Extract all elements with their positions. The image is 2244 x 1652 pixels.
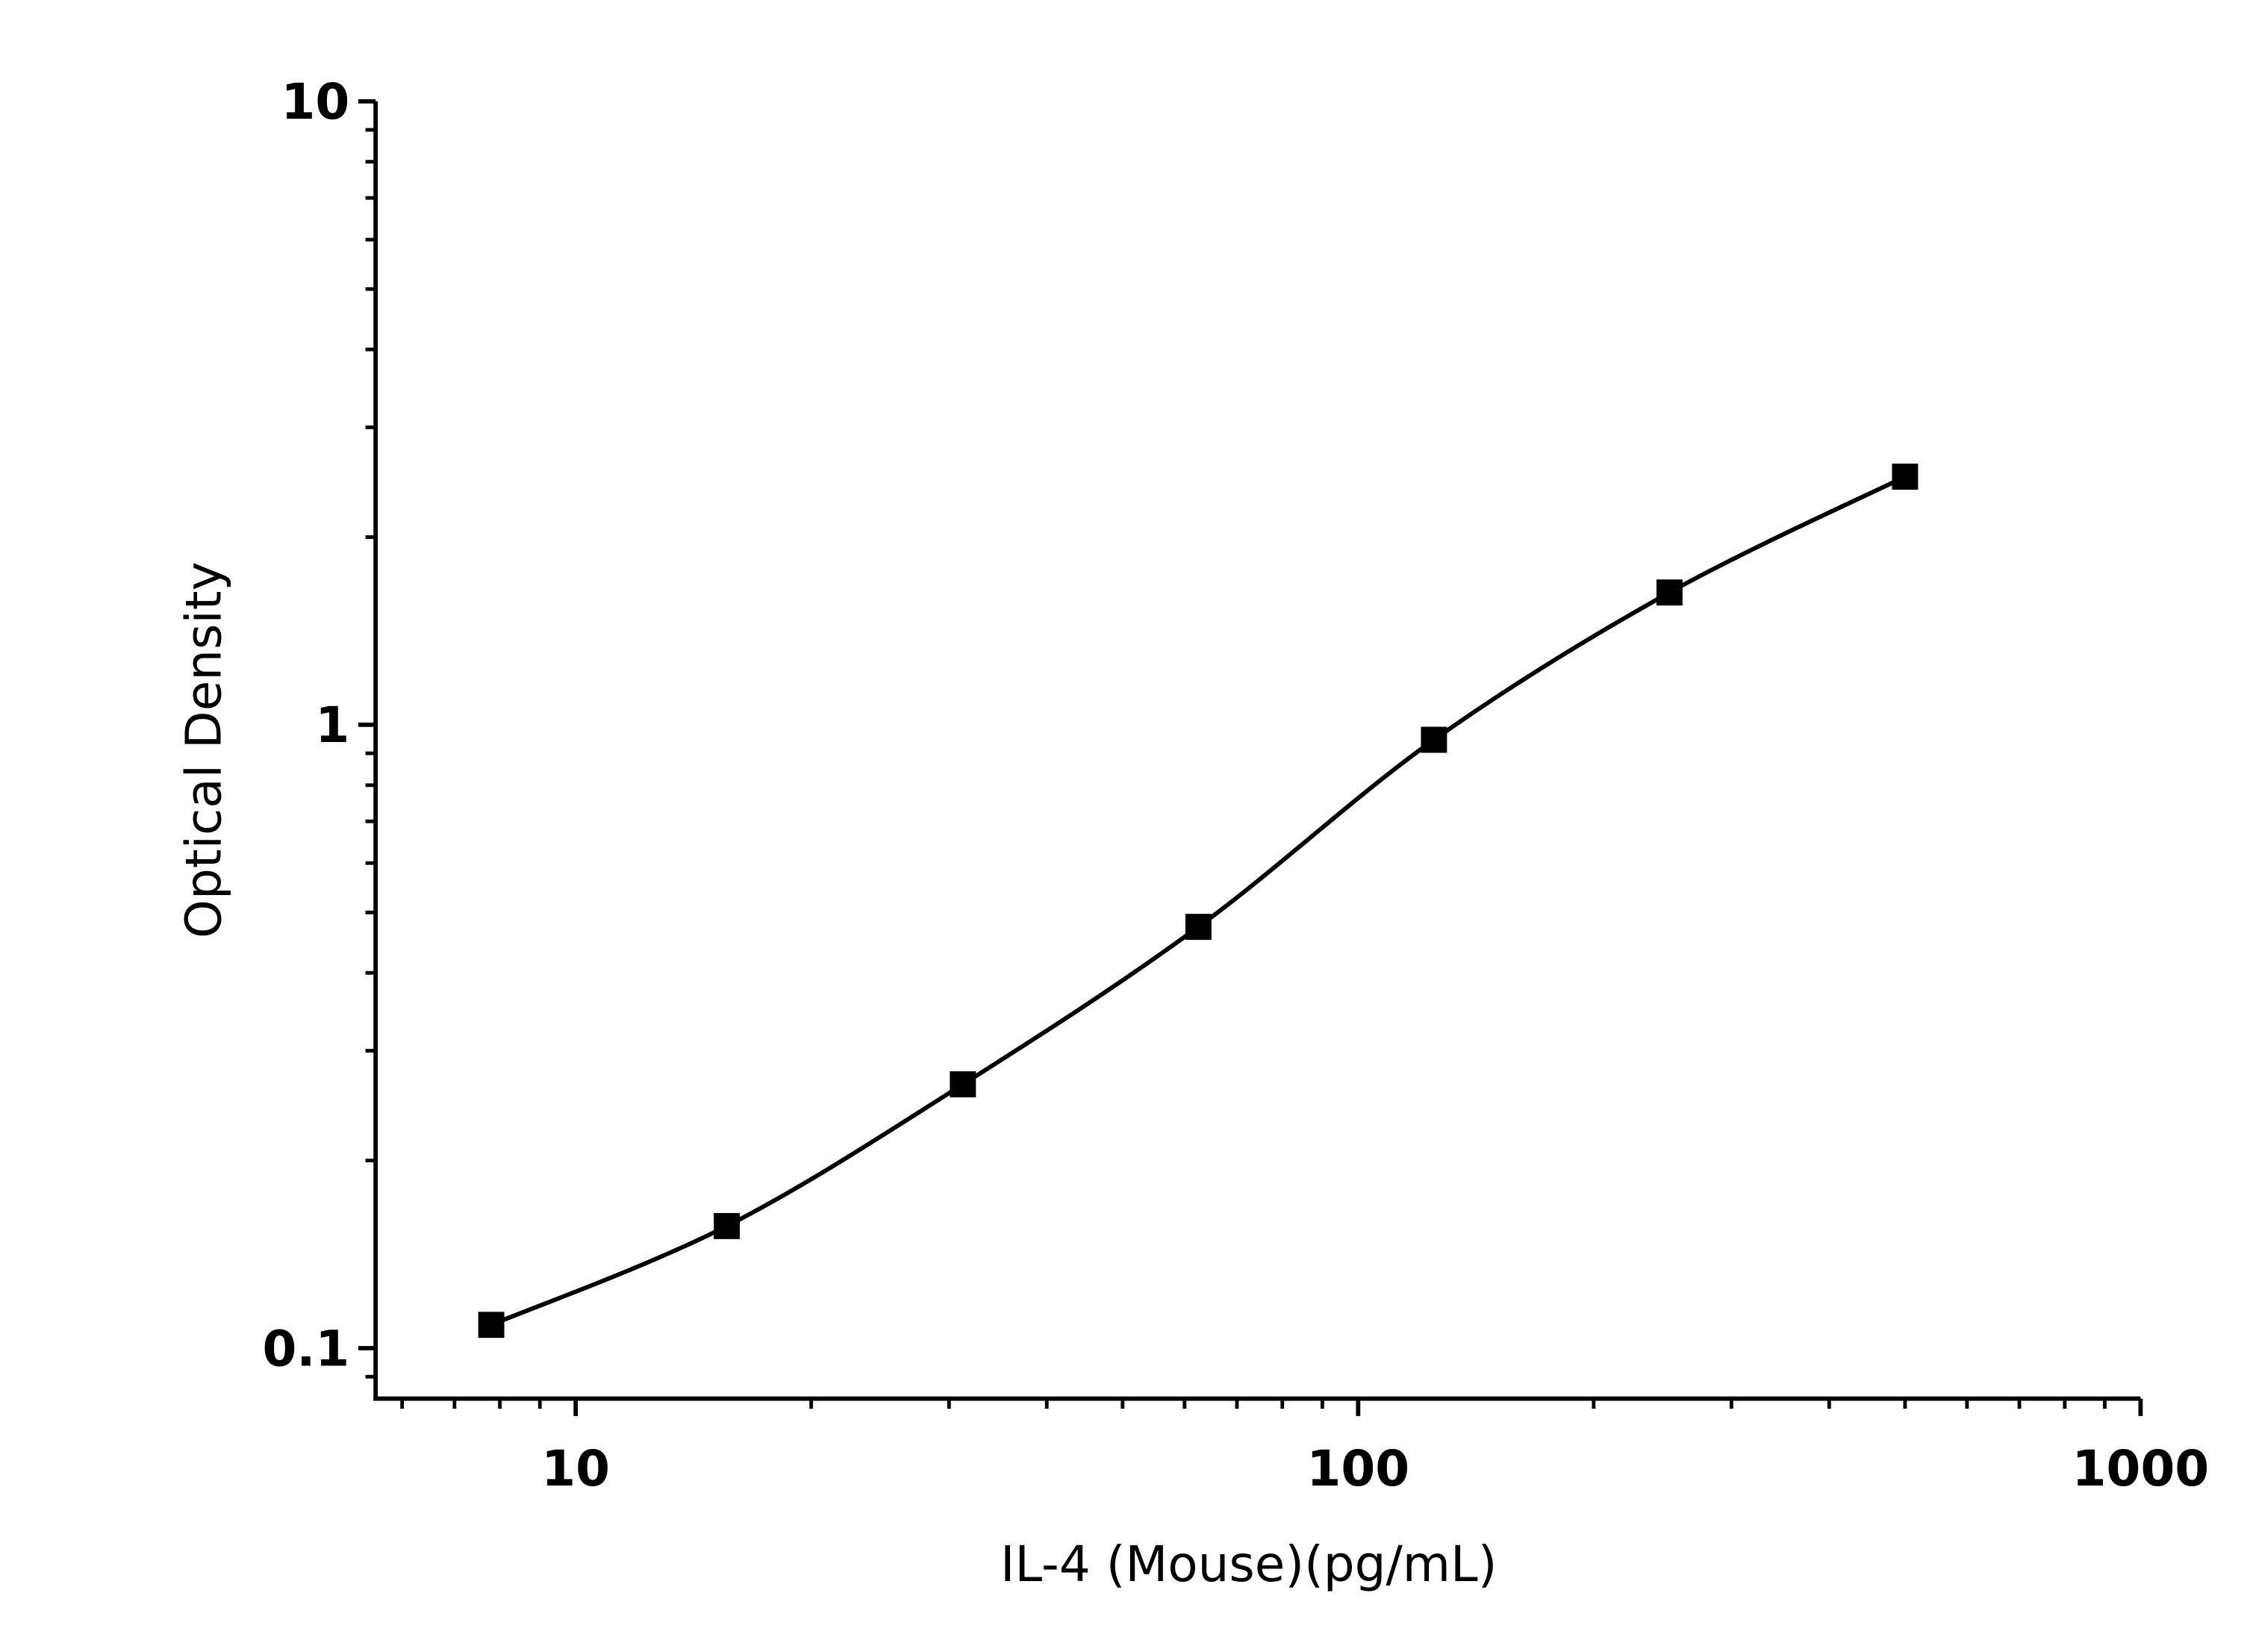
y-tick-label: 1 bbox=[315, 696, 349, 754]
y-axis-title: Optical Density bbox=[175, 561, 233, 938]
x-tick-label: 10 bbox=[541, 1440, 610, 1497]
data-point bbox=[1421, 726, 1447, 753]
y-tick-label: 10 bbox=[281, 73, 349, 131]
data-point bbox=[714, 1212, 741, 1239]
data-point bbox=[1656, 579, 1683, 606]
y-tick-label: 0.1 bbox=[262, 1320, 349, 1377]
x-axis-title: IL-4 (Mouse)(pg/mL) bbox=[1000, 1536, 1497, 1593]
data-point bbox=[1185, 914, 1212, 941]
fit-curve bbox=[490, 474, 1907, 1327]
data-point bbox=[1892, 464, 1919, 490]
x-tick-label: 1000 bbox=[2072, 1440, 2210, 1497]
data-point bbox=[478, 1312, 505, 1338]
x-tick-label: 100 bbox=[1307, 1440, 1410, 1497]
data-point bbox=[950, 1071, 976, 1097]
